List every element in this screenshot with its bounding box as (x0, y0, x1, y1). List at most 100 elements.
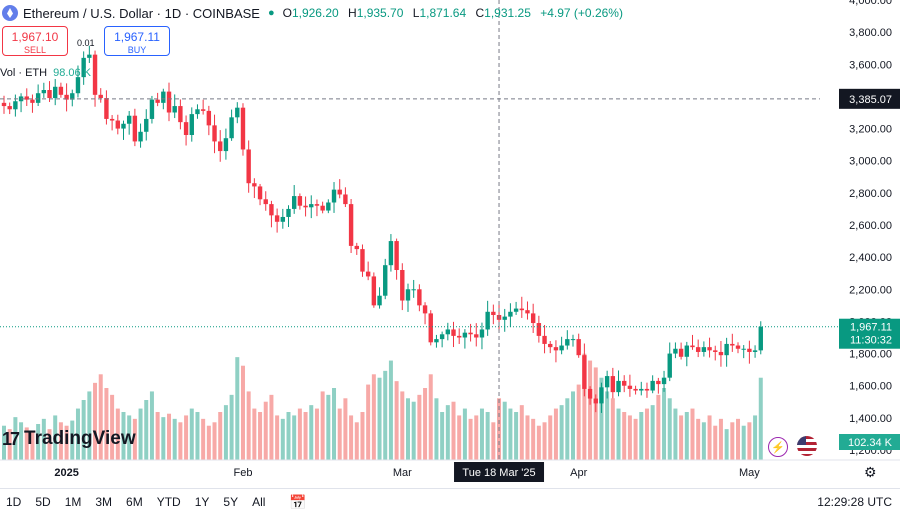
timeframe-1d[interactable]: 1D (6, 495, 22, 509)
y-tick-label: 1,400.00 (849, 413, 892, 425)
buy-label: BUY (127, 45, 147, 55)
volume-bar (491, 422, 496, 460)
candle-body (542, 335, 547, 344)
timeframe-1y[interactable]: 1Y (194, 495, 210, 509)
utc-clock[interactable]: 12:29:28 UTC (817, 495, 892, 509)
volume-bar (13, 417, 18, 460)
candle-body (678, 348, 684, 357)
volume-bar (753, 415, 758, 460)
timeframe-5y[interactable]: 5Y (223, 495, 239, 509)
volume-bar (474, 415, 479, 460)
lightning-icon[interactable]: ⚡ (768, 437, 788, 457)
symbol-header: Ethereum / U.S. Dollar · 1D · COINBASE ●… (0, 2, 629, 24)
volume-bar (599, 377, 604, 460)
volume-bar (411, 401, 416, 460)
candle-body (229, 117, 234, 139)
volume-bar (98, 374, 103, 460)
candle-body (286, 208, 291, 217)
volume-bar (354, 422, 359, 460)
timeframe-3m[interactable]: 3M (95, 495, 113, 509)
volume-bar (388, 360, 393, 460)
volume-bar (275, 415, 280, 460)
countdown-label: 11:30:32 (850, 335, 892, 347)
candle-body (314, 204, 320, 206)
candle-body (474, 334, 479, 338)
volume-bar (280, 418, 285, 460)
candle-body (553, 347, 559, 351)
volume-bar (457, 415, 462, 460)
candle-body (508, 311, 513, 317)
candle-body (348, 204, 354, 246)
volume-bar (747, 422, 752, 460)
candle-body (58, 86, 64, 95)
sell-button[interactable]: 1,967.10 SELL (2, 26, 68, 56)
y-tick-label: 2,800.00 (849, 188, 892, 200)
candle-body (656, 380, 661, 385)
price-chart[interactable]: 4,000.003,800.003,600.003,400.003,200.00… (0, 0, 900, 488)
buy-button[interactable]: 1,967.11 BUY (104, 26, 170, 56)
volume-bar (451, 401, 456, 460)
volume-bar (656, 394, 661, 460)
volume-bar (718, 418, 723, 460)
candle-body (13, 101, 18, 110)
volume-bar (696, 418, 701, 460)
candle-body (138, 131, 143, 142)
candle-body (41, 90, 47, 94)
x-tick-label: 2025 (54, 467, 78, 479)
volume-bar (326, 394, 331, 460)
volume-bar (75, 408, 80, 460)
candle-body (365, 271, 371, 277)
timeframe-all[interactable]: All (252, 495, 266, 509)
low-value: 1,871.64 (419, 6, 467, 20)
candle-body (320, 205, 325, 211)
volume-bar (178, 422, 183, 460)
volume-bar (19, 422, 24, 460)
volume-bar (360, 412, 365, 460)
candle-body (206, 110, 212, 126)
volume-bar (337, 408, 342, 460)
volume-bar (525, 415, 530, 460)
candle-body (235, 107, 240, 118)
volume-bar (616, 408, 621, 460)
tradingview-logo[interactable]: 17 TradingView (2, 428, 136, 450)
candle-body (439, 334, 445, 340)
candle-body (724, 343, 729, 356)
symbol-title[interactable]: Ethereum / U.S. Dollar · 1D · COINBASE (23, 5, 260, 21)
volume-bar (462, 408, 467, 460)
volume-bar (189, 408, 194, 460)
volume-bar (633, 418, 638, 460)
timeframe-ytd[interactable]: YTD (156, 495, 181, 509)
volume-bar (758, 377, 763, 460)
candle-body (394, 241, 399, 270)
candle-body (411, 289, 416, 291)
timeframe-5d[interactable]: 5D (35, 495, 51, 509)
timeframe-1m[interactable]: 1M (64, 495, 82, 509)
candle-body (109, 118, 115, 121)
candle-body (752, 350, 758, 352)
candle-body (166, 91, 172, 113)
volume-bar (428, 374, 433, 460)
volume-bar (673, 408, 678, 460)
calendar-icon[interactable]: 📅 (289, 493, 307, 510)
volume-bar (212, 422, 217, 460)
candle-body (161, 91, 166, 103)
y-tick-label: 1,800.00 (849, 349, 892, 361)
x-tick-label: Apr (570, 467, 587, 479)
volume-bar (115, 408, 120, 460)
candle-body (104, 98, 109, 119)
us-flag-icon[interactable] (797, 436, 817, 456)
volume-bar (343, 398, 348, 460)
volume-bar (593, 367, 598, 460)
volume-bar (303, 412, 308, 460)
candle-body (513, 308, 519, 312)
gear-icon[interactable]: ⚙ (864, 464, 877, 480)
candle-body (741, 348, 746, 350)
volume-bar (246, 391, 251, 460)
last-price-label: 1,967.11 (850, 322, 892, 334)
volume-bar (7, 429, 12, 460)
timeframe-6m[interactable]: 6M (126, 495, 143, 509)
volume-legend: Vol · ETH 98.06 K (0, 67, 91, 79)
volume-bar (58, 422, 63, 460)
candle-body (735, 345, 741, 349)
candle-body (200, 109, 206, 111)
